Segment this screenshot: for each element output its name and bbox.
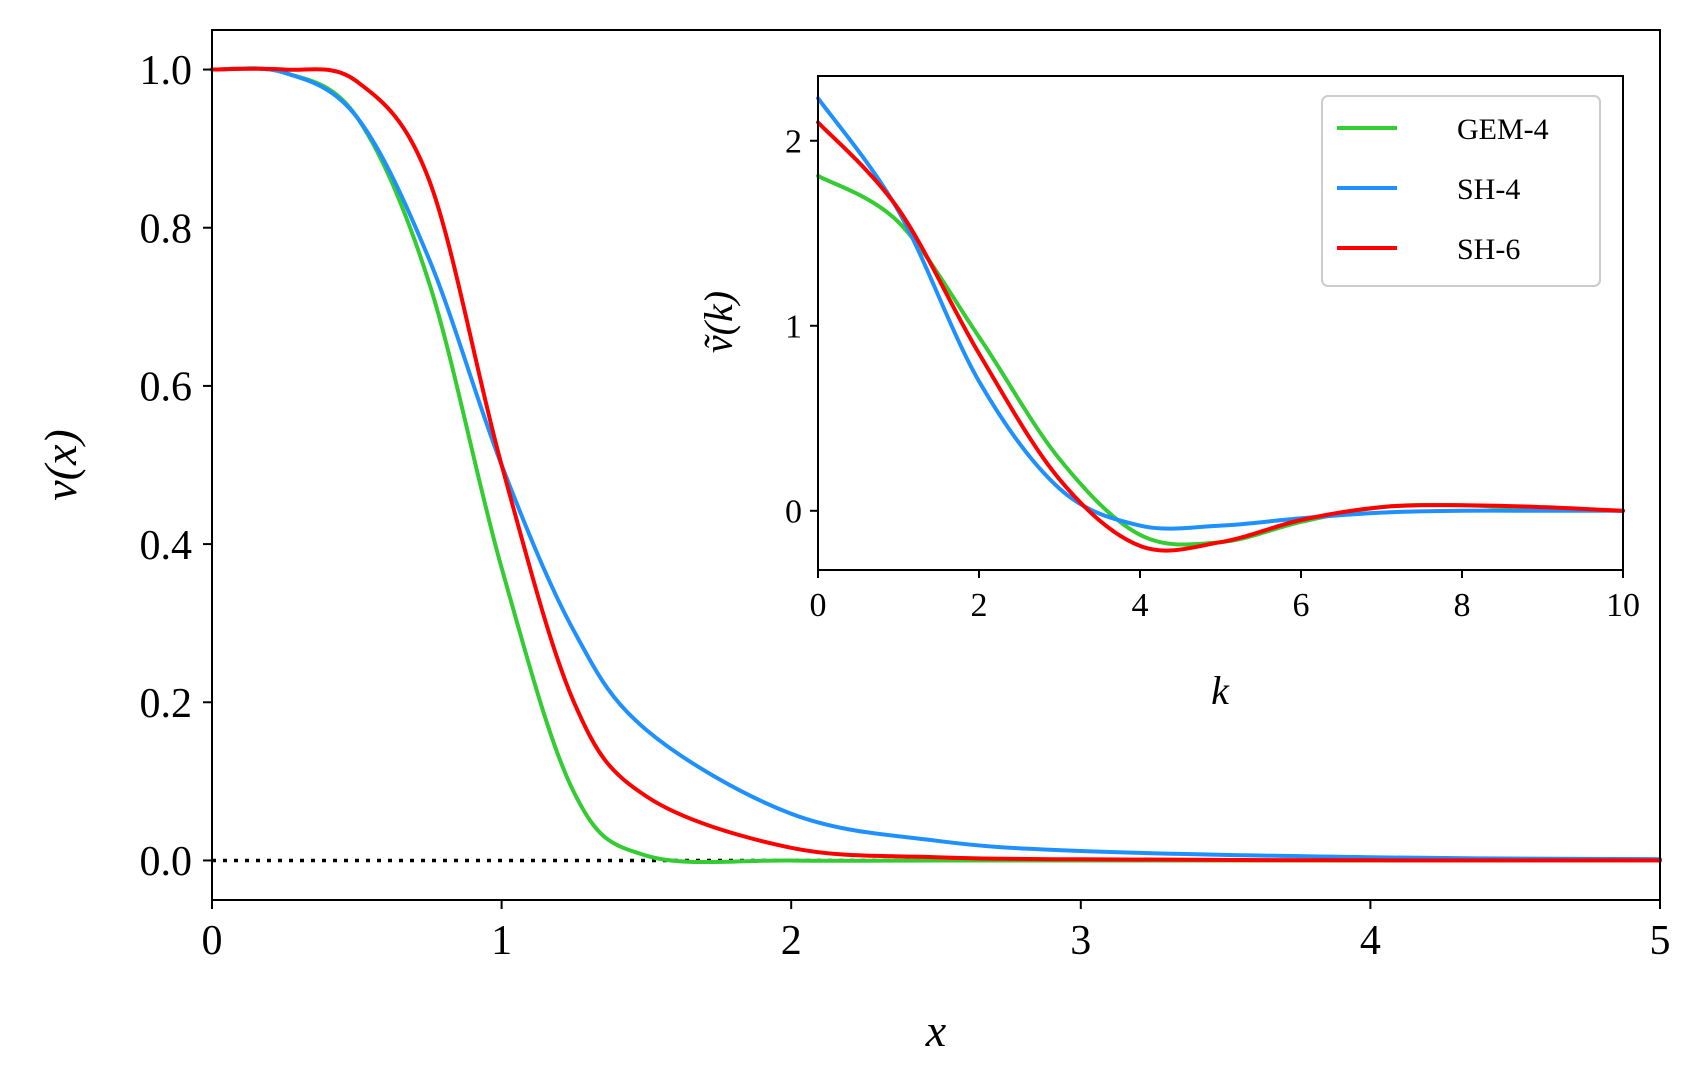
legend-box	[1321, 95, 1601, 287]
inset-ticks: 0 2 4 6 8 10 0 1 2	[785, 124, 1640, 624]
main-x-tick-label: 5	[1650, 918, 1671, 964]
inset-xlabel: k	[1211, 668, 1230, 713]
inset-ylabel: ṽ(k)	[696, 291, 741, 353]
main-x-tick-label: 2	[781, 918, 802, 964]
inset-series-lines	[816, 96, 1625, 553]
main-ticks: 0 1 2 3 4 5 0.0 0.2 0.4 0.6 0.8 1.0	[140, 48, 1671, 964]
inset-x-tick-label: 0	[810, 587, 827, 624]
inset-plot: 0 2 4 6 8 10 0 1 2 k ṽ(k) GEM-4 SH-4 SH-6	[696, 75, 1640, 713]
legend-label-sh-4: SH-4	[1457, 173, 1520, 206]
inset-y-tick-label: 1	[785, 309, 802, 346]
legend-label-gem-4: GEM-4	[1457, 113, 1549, 146]
inset-x-tick-label: 10	[1606, 587, 1640, 624]
inset-x-tick-label: 2	[971, 587, 988, 624]
inset-series-line-sh-6	[816, 120, 1625, 553]
main-axes-frame	[211, 29, 1661, 901]
main-y-tick-label: 0.6	[140, 365, 193, 411]
main-plot: 0 1 2 3 4 5 0.0 0.2 0.4 0.6 0.8 1.0 x v(x)	[35, 29, 1671, 1056]
main-y-tick-label: 0.8	[140, 206, 193, 252]
main-series-lines	[210, 66, 1662, 865]
inset-axes-frame	[817, 75, 1624, 571]
legend-label-sh-6: SH-6	[1457, 233, 1520, 266]
main-y-tick-label: 0.2	[140, 681, 193, 727]
main-y-tick-label: 0.0	[140, 839, 193, 885]
inset-x-tick-label: 4	[1132, 587, 1149, 624]
main-x-tick-label: 4	[1360, 918, 1381, 964]
main-x-tick-label: 1	[491, 918, 512, 964]
inset-y-tick-label: 0	[785, 494, 802, 531]
legend: GEM-4 SH-4 SH-6	[1321, 95, 1601, 287]
inset-x-tick-label: 8	[1454, 587, 1471, 624]
inset-y-tick-label: 2	[785, 124, 802, 161]
inset-x-tick-label: 6	[1293, 587, 1310, 624]
main-xlabel: x	[925, 1005, 947, 1056]
main-x-tick-label: 0	[202, 918, 223, 964]
main-x-tick-label: 3	[1070, 918, 1091, 964]
main-series-line-sh-6	[210, 66, 1662, 863]
main-y-tick-label: 1.0	[140, 48, 193, 94]
main-y-tick-label: 0.4	[140, 523, 193, 569]
main-series-line-sh-4	[210, 66, 1662, 862]
main-ylabel: v(x)	[35, 429, 86, 500]
inset-series-line-sh-4	[816, 96, 1625, 531]
